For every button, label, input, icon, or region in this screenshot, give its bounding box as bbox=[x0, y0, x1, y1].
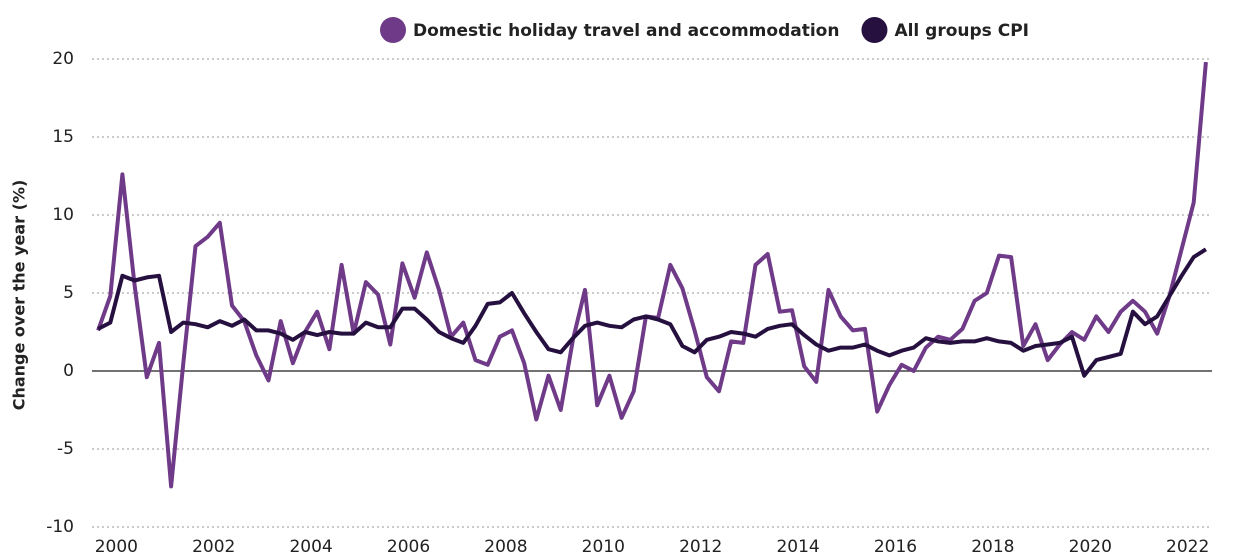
legend-label: All groups CPI bbox=[894, 21, 1029, 41]
y-tick-label: 5 bbox=[63, 283, 74, 303]
x-tick-label: 2016 bbox=[874, 537, 917, 557]
x-tick-label: 2004 bbox=[289, 537, 332, 557]
y-tick-label: 20 bbox=[52, 49, 74, 69]
y-tick-label: -5 bbox=[57, 439, 74, 459]
x-tick-label: 2010 bbox=[582, 537, 625, 557]
x-tick-label: 2002 bbox=[192, 537, 235, 557]
x-tick-label: 2022 bbox=[1166, 537, 1209, 557]
legend-marker bbox=[380, 17, 406, 43]
x-tick-label: 2008 bbox=[484, 537, 527, 557]
y-tick-label: 0 bbox=[63, 361, 74, 381]
series-line bbox=[97, 247, 1207, 378]
x-tick-label: 2006 bbox=[387, 537, 430, 557]
x-tick-label: 2012 bbox=[679, 537, 722, 557]
y-axis-title: Change over the year (%) bbox=[10, 180, 29, 411]
x-tick-label: 2014 bbox=[776, 537, 819, 557]
x-tick-label: 2018 bbox=[971, 537, 1014, 557]
legend-label: Domestic holiday travel and accommodatio… bbox=[413, 21, 839, 41]
legend-marker bbox=[861, 17, 888, 43]
y-tick-label: 10 bbox=[52, 205, 74, 225]
y-tick-label: -10 bbox=[46, 517, 74, 537]
x-tick-label: 2020 bbox=[1069, 537, 1112, 557]
series-line bbox=[96, 61, 1208, 489]
y-tick-label: 15 bbox=[52, 127, 74, 147]
x-tick-label: 2000 bbox=[95, 537, 138, 557]
